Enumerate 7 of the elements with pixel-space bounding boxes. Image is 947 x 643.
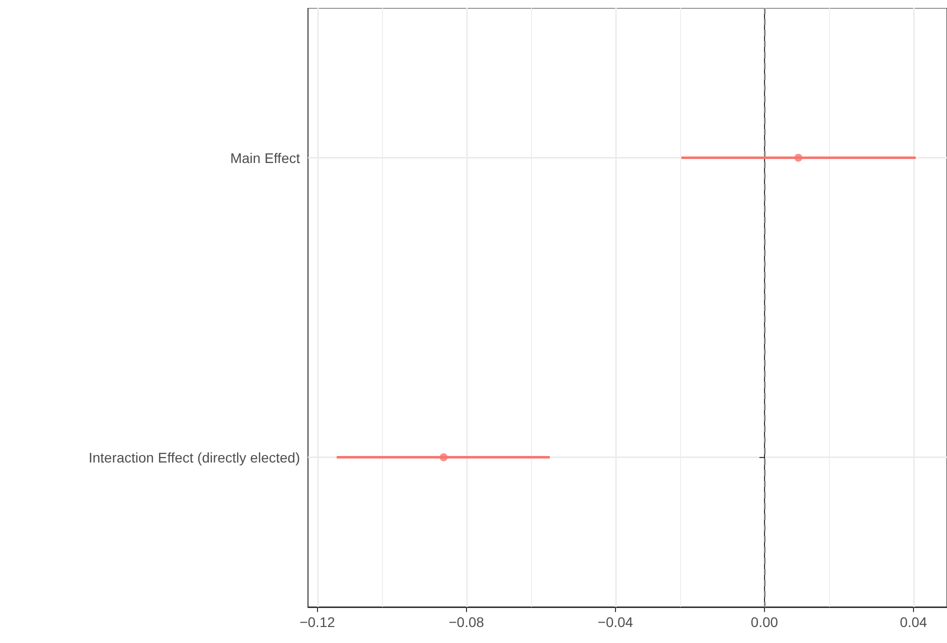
y-tick-label: Main Effect	[230, 150, 300, 166]
x-tick-label: 0.04	[900, 614, 928, 630]
x-tick-label: −0.12	[300, 614, 336, 630]
x-tick-label: −0.08	[448, 614, 484, 630]
x-tick-label: −0.04	[598, 614, 634, 630]
x-tick-label: 0.00	[750, 614, 778, 630]
y-tick-label: Interaction Effect (directly elected)	[88, 449, 300, 466]
